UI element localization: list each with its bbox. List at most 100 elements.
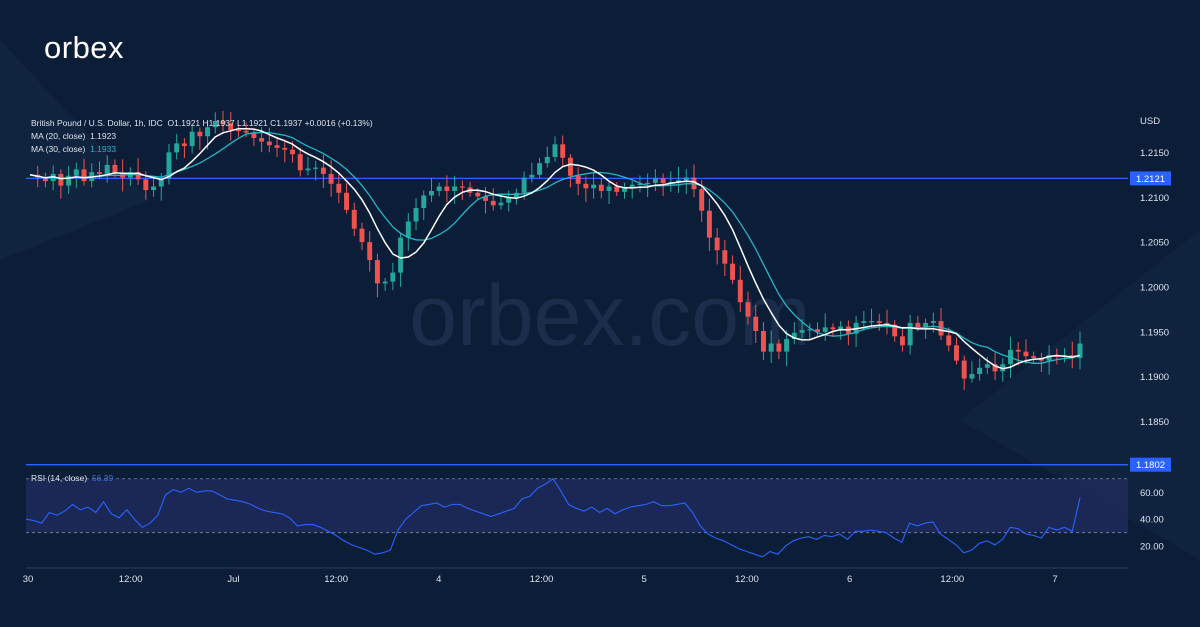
candle xyxy=(305,156,311,176)
candle-body xyxy=(166,152,172,179)
candle-body xyxy=(830,327,836,330)
candle-body xyxy=(174,143,180,153)
candle xyxy=(807,323,813,340)
bg-shape xyxy=(960,230,1200,560)
candle-body xyxy=(205,127,211,137)
ma20-legend[interactable]: MA (20, close) 1.1923 xyxy=(31,131,116,141)
candle-body xyxy=(351,209,357,229)
ma20-line xyxy=(29,127,1081,370)
rsi-legend[interactable]: RSI (14, close) 56.39 xyxy=(31,473,113,483)
candle xyxy=(42,172,48,188)
candle xyxy=(104,155,110,183)
candle xyxy=(537,157,543,179)
candle-body xyxy=(629,184,635,189)
candle xyxy=(521,171,527,200)
candle-body xyxy=(884,322,890,325)
candle xyxy=(668,171,674,192)
candle xyxy=(181,138,187,159)
candle xyxy=(336,172,342,204)
time-tick-label: 5 xyxy=(642,574,647,585)
candle xyxy=(151,175,156,197)
price-tick-label: 1.2000 xyxy=(1140,283,1169,294)
candle-body xyxy=(382,281,388,284)
candle-body xyxy=(58,173,64,186)
candle-body xyxy=(791,332,797,340)
candle xyxy=(776,339,782,360)
orbex-logo[interactable]: orbex xyxy=(44,30,125,65)
candle-body xyxy=(714,237,720,251)
candle-body xyxy=(645,182,651,185)
candle-body xyxy=(575,175,581,184)
candle-body xyxy=(475,192,481,197)
candle-body xyxy=(861,321,867,323)
candle xyxy=(398,233,404,287)
candle-body xyxy=(197,131,203,137)
candle xyxy=(359,222,365,250)
candle-body xyxy=(683,177,689,181)
candle-body xyxy=(405,221,411,238)
candle-body xyxy=(652,178,658,183)
candle-body xyxy=(483,196,488,201)
candle xyxy=(722,239,728,277)
rsi-line xyxy=(25,478,1081,558)
candle-body xyxy=(459,186,465,188)
candle xyxy=(830,323,836,337)
candle xyxy=(575,167,581,196)
candle xyxy=(274,136,280,157)
candle xyxy=(344,183,350,214)
candle xyxy=(189,124,195,154)
candle-body xyxy=(637,183,643,185)
candle-body xyxy=(290,149,295,155)
candle-body xyxy=(660,178,666,183)
candle-body xyxy=(42,177,48,182)
candle-body xyxy=(544,156,550,164)
candle-body xyxy=(336,183,342,193)
candle xyxy=(212,112,218,134)
candle-body xyxy=(374,260,380,284)
ma30-legend[interactable]: MA (30, close) 1.1933 xyxy=(31,144,116,154)
price-tick-label: 1.2150 xyxy=(1140,148,1169,159)
candle xyxy=(907,314,913,355)
candle-body xyxy=(97,172,102,174)
candle xyxy=(197,127,203,150)
candle xyxy=(459,180,465,200)
candle-body xyxy=(73,169,79,176)
candle xyxy=(961,355,967,390)
candle xyxy=(513,188,519,205)
candle xyxy=(112,159,118,178)
candle-body xyxy=(776,343,782,352)
candle xyxy=(297,147,303,177)
candle xyxy=(768,330,774,363)
candle xyxy=(760,321,766,360)
candle-body xyxy=(954,345,959,361)
candle xyxy=(899,327,905,352)
candle-body xyxy=(923,322,929,328)
candle xyxy=(614,182,620,197)
candle xyxy=(822,313,828,342)
candle-body xyxy=(189,131,195,147)
candle-body xyxy=(181,143,187,147)
candle xyxy=(567,154,573,188)
candle xyxy=(73,162,79,188)
candle-body xyxy=(622,188,627,192)
candle-body xyxy=(907,322,913,346)
time-tick-label: 6 xyxy=(847,574,852,585)
candle-body xyxy=(320,167,326,174)
candle-body xyxy=(313,167,319,169)
candle-body xyxy=(722,250,728,264)
rsi-band xyxy=(26,478,1128,533)
candle xyxy=(313,161,319,181)
candle xyxy=(452,175,458,204)
rsi-tick-label: 20.00 xyxy=(1140,542,1164,553)
candle-body xyxy=(251,132,257,139)
candle-body xyxy=(151,186,156,191)
candle-body xyxy=(274,145,280,148)
level-price-label: 1.1802 xyxy=(1136,460,1165,471)
candle xyxy=(429,177,434,202)
candle-body xyxy=(259,138,265,142)
time-tick-label: 12:00 xyxy=(940,574,964,585)
candle xyxy=(66,165,72,194)
candle xyxy=(166,143,172,185)
candle-body xyxy=(81,169,87,182)
